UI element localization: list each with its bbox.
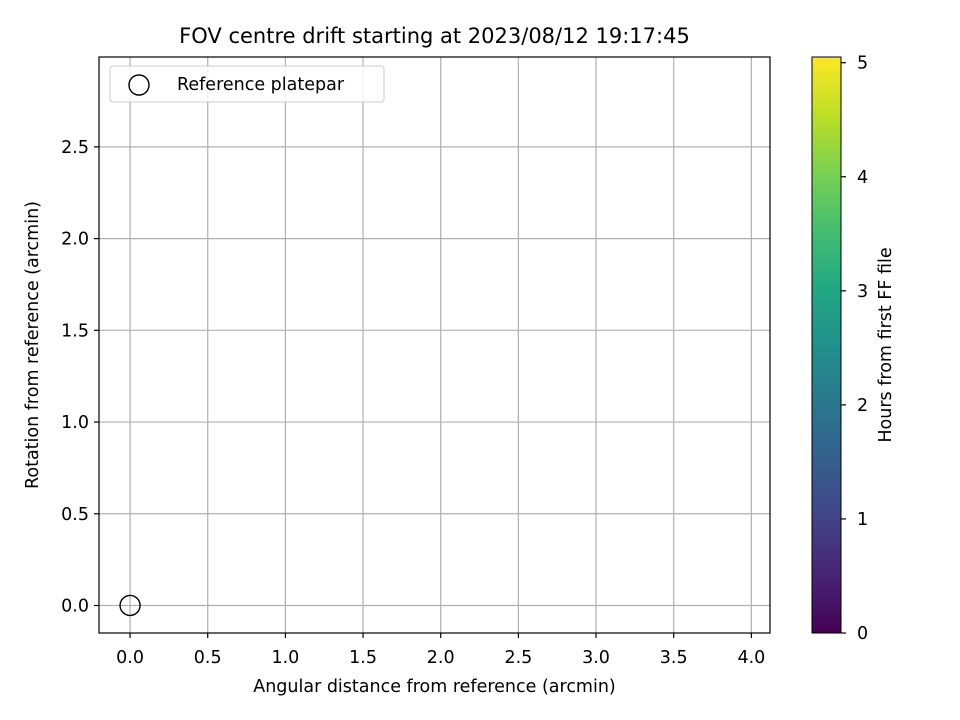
colorbar-tick-label: 3	[857, 282, 868, 302]
reference-platepar-marker	[119, 594, 141, 617]
x-tick-label: 2.0	[427, 648, 455, 668]
colorbar-tick-label: 5	[857, 54, 868, 74]
legend-box	[109, 65, 385, 103]
colorbar-tick-label: 4	[857, 168, 868, 188]
x-axis-label: Angular distance from reference (arcmin)	[253, 677, 616, 697]
grid-lines	[99, 57, 770, 633]
legend: Reference platepar	[109, 65, 385, 103]
x-tick-label: 2.5	[504, 648, 532, 668]
colorbar-label: Hours from first FF file	[876, 247, 896, 442]
y-tick-label: 1.5	[61, 321, 89, 341]
x-tick-label: 3.0	[582, 648, 610, 668]
colorbar-gradient	[811, 56, 842, 634]
x-axis-ticks: 0.0 0.5 1.0 1.5 2.0 2.5 3.0 3.5 4.0	[116, 633, 765, 668]
x-tick-label: 0.5	[194, 648, 222, 668]
x-tick-label: 1.0	[271, 648, 299, 668]
x-tick-label: 0.0	[116, 648, 144, 668]
y-axis-ticks: 0.0 0.5 1.0 1.5 2.0 2.5	[61, 138, 99, 616]
chart-title: FOV centre drift starting at 2023/08/12 …	[179, 24, 690, 48]
colorbar-tick-label: 0	[857, 624, 868, 644]
colorbar: 0 1 2 3 4 5 Hours from first FF file	[811, 54, 896, 644]
x-tick-label: 3.5	[660, 648, 688, 668]
y-tick-label: 0.0	[61, 596, 89, 616]
y-tick-label: 2.0	[61, 230, 89, 250]
x-tick-label: 4.0	[737, 648, 765, 668]
x-tick-label: 1.5	[349, 648, 377, 668]
plot-frame	[98, 56, 771, 634]
legend-marker-reference	[128, 74, 150, 96]
legend-label-reference: Reference platepar	[177, 75, 345, 95]
colorbar-tick-label: 2	[857, 396, 868, 416]
data-points	[119, 594, 141, 617]
colorbar-tick-label: 1	[857, 510, 868, 530]
y-tick-label: 2.5	[61, 138, 89, 158]
y-tick-label: 1.0	[61, 413, 89, 433]
y-axis-label: Rotation from reference (arcmin)	[23, 201, 43, 489]
y-tick-label: 0.5	[61, 505, 89, 525]
colorbar-ticks: 0 1 2 3 4 5	[841, 54, 868, 644]
